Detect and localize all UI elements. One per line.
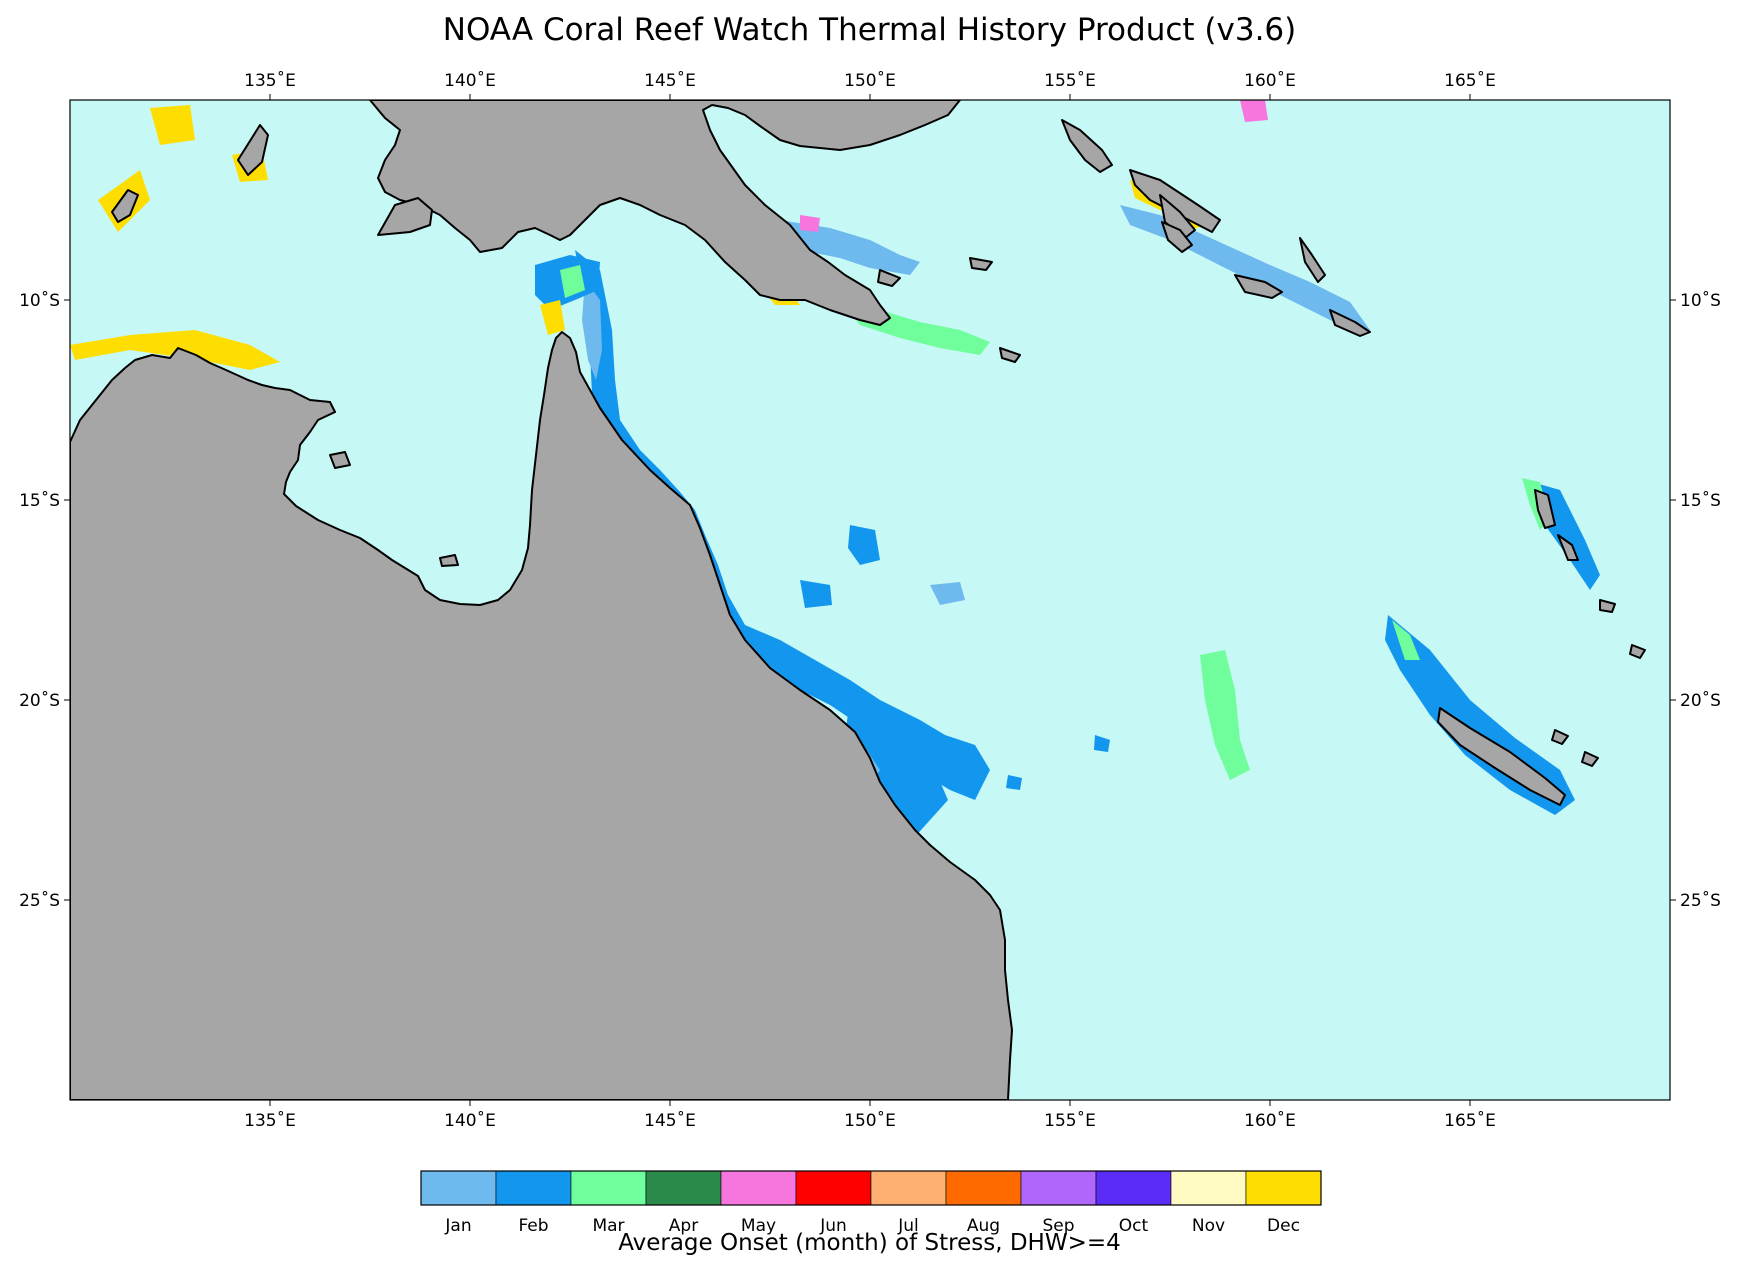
lon-tick-label-top: 135˚E (244, 70, 296, 91)
colorbar-tick-label: Apr (669, 1216, 698, 1236)
lon-tick-label-top: 160˚E (1244, 70, 1296, 91)
island-loyalty (1551, 729, 1569, 745)
island-malaita (1299, 237, 1326, 283)
island-malakula (1557, 534, 1579, 561)
patch-solomons-may (1240, 100, 1268, 122)
lon-tick-label-bottom: 135˚E (244, 1110, 296, 1131)
patch-torres-dec (540, 300, 565, 335)
island-rossel (999, 347, 1021, 363)
colorbar-swatch-aug (945, 1170, 1022, 1206)
patch-torres-mar (560, 265, 585, 298)
patch-chesterfield-mar (1200, 650, 1250, 780)
colorbar-tick-label: Jul (897, 1216, 919, 1236)
new-guinea-landmass (369, 100, 961, 326)
lat-tick-label-right: 20˚S (1680, 690, 1721, 711)
patch-coral-sea-1 (848, 525, 880, 565)
colorbar-swatch-jul (870, 1170, 947, 1206)
lon-tick-label-bottom: 140˚E (444, 1110, 496, 1131)
colorbar-swatch-jun (795, 1170, 872, 1206)
map-area[interactable] (70, 100, 1670, 1100)
colorbar-swatch-mar (570, 1170, 647, 1206)
patch-coral-sea-3 (800, 580, 832, 608)
island-new-caledonia (1437, 707, 1566, 806)
colorbar-tick-label: Jan (444, 1216, 471, 1236)
island-mornington (329, 451, 351, 469)
colorbar-swatch-oct (1095, 1170, 1172, 1206)
island-makira (1329, 309, 1371, 337)
patch-flinders (1006, 775, 1022, 790)
patch-png-may-2 (800, 215, 820, 232)
island-frederik-hendrik (377, 197, 433, 236)
lon-tick-label-bottom: 160˚E (1244, 1110, 1296, 1131)
patch-new-caledonia-mar (1392, 620, 1420, 660)
island-choiseul (1159, 194, 1196, 239)
map-title: NOAA Coral Reef Watch Thermal History Pr… (442, 12, 1297, 48)
lon-tick-label-bottom: 155˚E (1044, 1110, 1096, 1131)
colorbar-label: Average Onset (month) of Stress, DHW>=4 (618, 1230, 1121, 1256)
island-espiritu-santo (1534, 489, 1556, 529)
patch-png-jan (780, 220, 920, 275)
colorbar-tick-label: Aug (967, 1216, 1000, 1236)
lat-tick-label-left: 20˚S (19, 690, 60, 711)
colorbar-tick-label: Sep (1042, 1216, 1074, 1236)
colorbar-tick-label: Oct (1119, 1216, 1149, 1236)
colorbar-tick-label: Feb (518, 1216, 548, 1236)
island-tanna (1629, 644, 1646, 659)
patch-gbr-south (845, 700, 948, 840)
colorbar-swatch-sep (1020, 1170, 1097, 1206)
island-loyalty-2 (1581, 751, 1599, 767)
lon-tick-label-bottom: 165˚E (1444, 1110, 1496, 1131)
australia-landmass (70, 331, 1013, 1100)
colorbar: Jan Feb Mar Apr May Jun Jul Aug Sep Oct Nov Dec (420, 1170, 1322, 1236)
colorbar-tick-label: Nov (1192, 1216, 1225, 1236)
lon-tick-label-top: 150˚E (844, 70, 896, 91)
colorbar-tick-label: Jun (819, 1216, 847, 1236)
lat-ticks-right: 10˚S 15˚S 20˚S 25˚S (1670, 290, 1721, 911)
colorbar-swatch-dec (1245, 1170, 1322, 1206)
lat-tick-label-left: 10˚S (19, 290, 60, 311)
patch-gbr-jan (582, 280, 602, 380)
island-wellesley (439, 554, 459, 567)
lat-tick-label-left: 15˚S (19, 490, 60, 511)
lon-ticks-bottom: 135˚E 140˚E 145˚E 150˚E 155˚E 160˚E 165˚E (244, 1100, 1496, 1131)
lat-tick-label-right: 15˚S (1680, 490, 1721, 511)
island-santa-isabel (1129, 169, 1221, 233)
island-aru (237, 124, 269, 176)
island-guadalcanal (1234, 274, 1283, 299)
colorbar-swatch-nov (1170, 1170, 1247, 1206)
colorbar-frame (420, 1170, 1322, 1206)
lon-tick-label-top: 140˚E (444, 70, 496, 91)
colorbar-swatch-feb (495, 1170, 572, 1206)
lon-tick-label-top: 155˚E (1044, 70, 1096, 91)
lat-tick-label-right: 25˚S (1680, 890, 1721, 911)
colorbar-tick-label: May (741, 1216, 776, 1236)
lon-tick-label-bottom: 145˚E (644, 1110, 696, 1131)
colorbar-swatch-jan (420, 1170, 497, 1206)
lon-ticks-top: 135˚E 140˚E 145˚E 150˚E 155˚E 160˚E 165˚E (244, 70, 1496, 100)
lon-tick-label-top: 145˚E (644, 70, 696, 91)
patch-coral-sea-2 (930, 582, 965, 605)
lat-tick-label-left: 25˚S (19, 890, 60, 911)
island-new-georgia (1161, 221, 1193, 253)
patch-arafura-coast-dec (70, 330, 280, 370)
patch-coral-sea-4 (1094, 735, 1110, 752)
island-fergusson (877, 269, 901, 287)
lon-tick-label-bottom: 150˚E (844, 1110, 896, 1131)
island-normanby (969, 257, 993, 271)
colorbar-swatch-apr (645, 1170, 722, 1206)
colorbar-swatch-may (720, 1170, 797, 1206)
island-tanimbar (111, 189, 139, 223)
island-bougainville (1061, 119, 1113, 173)
patch-kai-dec (150, 105, 195, 145)
lon-tick-label-top: 165˚E (1444, 70, 1496, 91)
lat-tick-label-right: 10˚S (1680, 290, 1721, 311)
island-efate (1599, 599, 1616, 613)
colorbar-tick-label: Mar (592, 1216, 624, 1236)
lat-ticks-left: 10˚S 15˚S 20˚S 25˚S (19, 290, 70, 911)
colorbar-tick-label: Dec (1267, 1216, 1300, 1236)
